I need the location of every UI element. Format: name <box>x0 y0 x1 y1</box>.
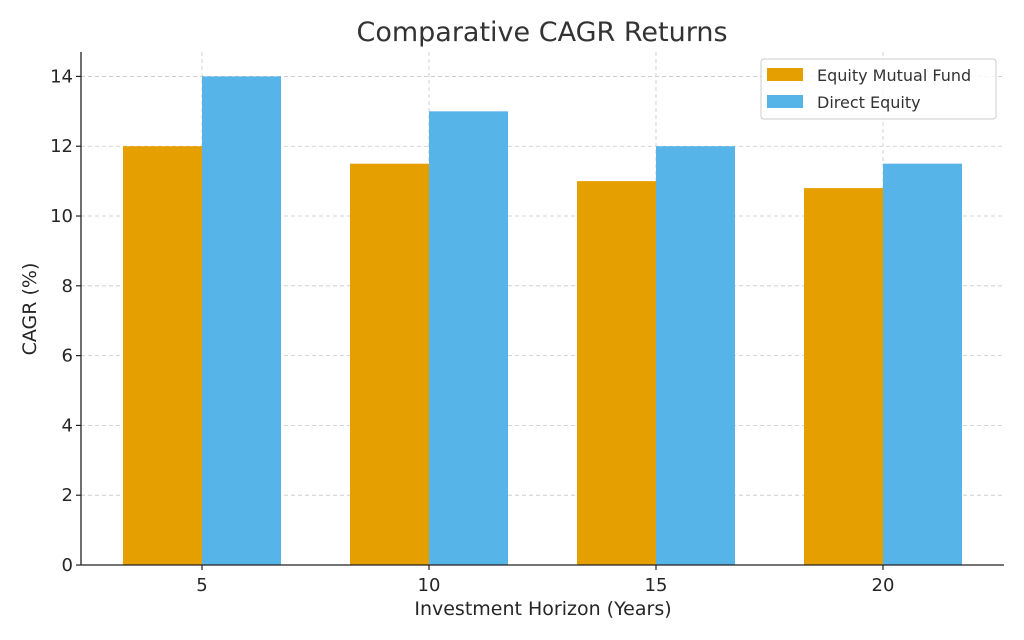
x-axis-title: Investment Horizon (Years) <box>414 598 671 620</box>
bar-direct-equity-20 <box>883 163 962 565</box>
y-tick-label: 10 <box>50 206 73 227</box>
x-ticks: 5 10 15 20 <box>196 565 894 596</box>
y-tick-label: 2 <box>62 485 73 506</box>
legend-label-direct-equity: Direct Equity <box>817 93 921 112</box>
bar-equity-mutual-fund-15 <box>577 181 656 566</box>
y-tick-label: 6 <box>62 346 73 367</box>
legend-box <box>760 58 997 120</box>
bar-direct-equity-5 <box>202 76 281 565</box>
legend: Equity Mutual Fund Direct Equity <box>760 58 997 120</box>
x-tick-label: 10 <box>418 575 441 596</box>
bar-equity-mutual-fund-20 <box>804 188 883 565</box>
bar-equity-mutual-fund-5 <box>123 146 202 565</box>
y-ticks: 0 2 4 6 8 10 12 14 <box>50 66 81 576</box>
bar-direct-equity-15 <box>656 146 735 565</box>
bar-direct-equity-10 <box>429 111 508 565</box>
legend-label-equity-mutual-fund: Equity Mutual Fund <box>817 66 971 85</box>
y-tick-label: 8 <box>62 276 73 297</box>
legend-swatch-direct-equity <box>767 95 803 108</box>
y-tick-label: 14 <box>50 66 73 87</box>
x-tick-label: 20 <box>872 575 895 596</box>
bars <box>123 76 962 566</box>
chart-title: Comparative CAGR Returns <box>356 17 727 48</box>
bar-equity-mutual-fund-10 <box>350 163 429 565</box>
y-tick-label: 12 <box>50 136 73 157</box>
x-tick-label: 15 <box>645 575 668 596</box>
x-tick-label: 5 <box>196 575 207 596</box>
axes <box>80 52 1004 566</box>
legend-swatch-equity-mutual-fund <box>767 68 803 81</box>
y-tick-label: 4 <box>62 415 73 436</box>
y-tick-label: 0 <box>62 555 73 576</box>
y-axis-title: CAGR (%) <box>19 263 41 356</box>
